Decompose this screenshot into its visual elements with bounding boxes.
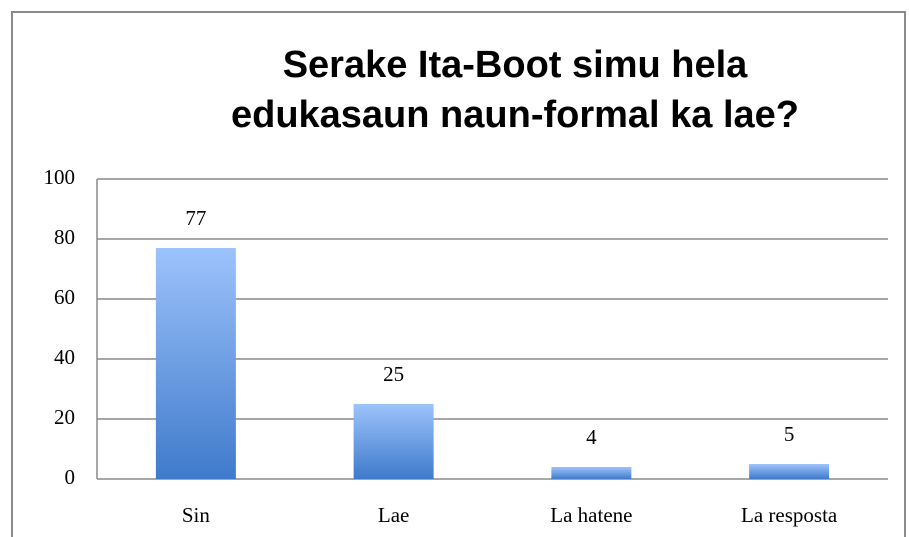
y-tick-label: 100 <box>44 165 76 189</box>
data-label: 5 <box>784 422 795 446</box>
y-tick-label: 40 <box>54 345 75 369</box>
y-tick-label: 60 <box>54 285 75 309</box>
x-tick-label: Sin <box>182 503 211 527</box>
chart-frame <box>11 11 906 537</box>
chart-title: Serake Ita-Boot simu hela edukasaun naun… <box>230 44 800 136</box>
x-tick-label: La hatene <box>550 503 632 527</box>
bar <box>353 404 434 479</box>
data-label: 25 <box>383 362 404 386</box>
bar <box>155 248 236 479</box>
bar <box>749 464 830 479</box>
y-tick-label: 0 <box>65 465 76 489</box>
x-tick-label: Lae <box>378 503 409 527</box>
x-tick-label: La resposta <box>741 503 838 527</box>
y-tick-label: 80 <box>54 225 75 249</box>
bar <box>551 467 632 479</box>
data-label: 4 <box>586 425 597 449</box>
y-tick-label: 20 <box>54 405 75 429</box>
data-label: 77 <box>185 206 206 230</box>
